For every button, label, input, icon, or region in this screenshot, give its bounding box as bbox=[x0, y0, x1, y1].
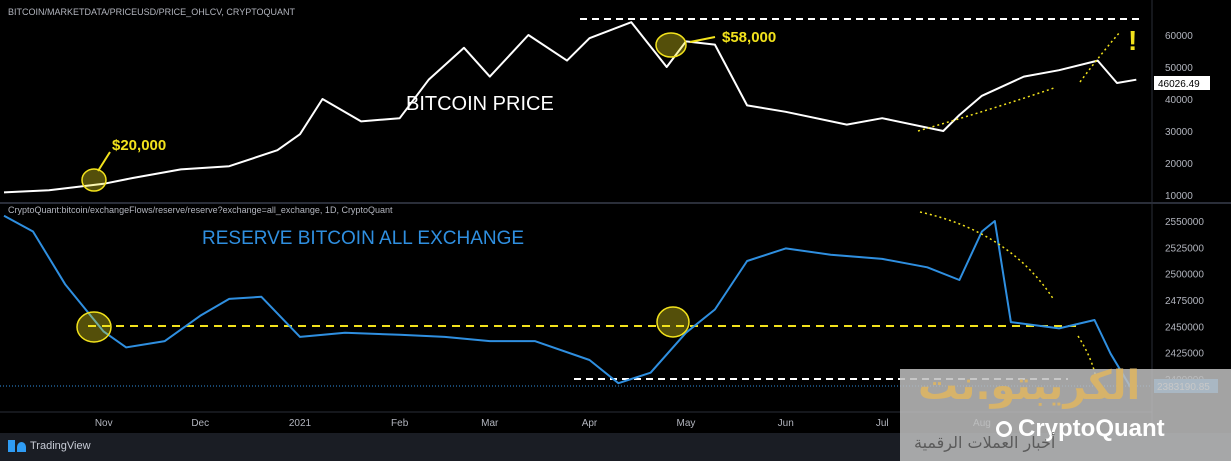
x-axis-tick-label: May bbox=[677, 418, 696, 429]
tradingview-label: TradingView bbox=[30, 440, 91, 452]
trend-arrow-up-projection bbox=[1079, 31, 1121, 83]
reserve-axis-tick-label: 2475000 bbox=[1165, 296, 1204, 307]
reserve-legend: CryptoQuant:bitcoin/exchangeFlows/reserv… bbox=[8, 205, 393, 215]
highlight-reserve-nov bbox=[76, 311, 112, 343]
reserve-panel-title: RESERVE BITCOIN ALL EXCHANGE bbox=[202, 228, 524, 249]
price-axis-tick-label: 60000 bbox=[1165, 31, 1193, 42]
reserve-line bbox=[3, 214, 1138, 398]
highlight-reserve-may bbox=[656, 306, 690, 338]
watermark-arabic-subtitle: أخبار العملات الرقمية bbox=[914, 433, 1056, 452]
x-axis-tick-label: Jun bbox=[778, 418, 794, 429]
trend-arrow-up bbox=[917, 87, 1055, 132]
x-axis-tick-label: Feb bbox=[391, 418, 409, 429]
reserve-axis-tick-label: 2550000 bbox=[1165, 217, 1204, 228]
annotation-58k: $58,000 bbox=[722, 29, 776, 46]
x-axis-tick-label: Dec bbox=[191, 418, 209, 429]
x-axis-tick-label: Apr bbox=[582, 418, 598, 429]
tradingview-icon bbox=[8, 440, 26, 452]
arrow-20k bbox=[97, 151, 111, 172]
price-axis-tick-label: 30000 bbox=[1165, 127, 1193, 138]
reserve-axis-tick-label: 2450000 bbox=[1165, 322, 1204, 333]
reserve-axis-tick-label: 2500000 bbox=[1165, 270, 1204, 281]
arrow-58k bbox=[689, 36, 716, 43]
tradingview-logo[interactable]: TradingView bbox=[8, 440, 91, 452]
watermark-arabic-brand: الكريبتو.نت bbox=[918, 363, 1141, 409]
watermark-cryptoquant: CryptoQuant bbox=[1018, 415, 1165, 442]
annotation-20k: $20,000 bbox=[112, 137, 166, 154]
price-last-value: 46026.49 bbox=[1158, 79, 1200, 90]
annotation-exclamation: ! bbox=[1128, 25, 1137, 56]
x-axis-tick-label: 2021 bbox=[289, 418, 312, 429]
reserve-axis-tick-label: 2525000 bbox=[1165, 243, 1204, 254]
cryptoquant-icon bbox=[996, 421, 1012, 437]
price-last-value-tag bbox=[1154, 76, 1210, 90]
price-axis-tick-label: 20000 bbox=[1165, 159, 1193, 170]
price-axis-tick-label: 10000 bbox=[1165, 191, 1193, 202]
x-axis-tick-label: Mar bbox=[481, 418, 499, 429]
price-legend: BITCOIN/MARKETDATA/PRICEUSD/PRICE_OHLCV,… bbox=[8, 7, 296, 17]
trend-arrow-down bbox=[919, 211, 1055, 301]
price-line bbox=[3, 21, 1137, 194]
price-panel-title: BITCOIN PRICE bbox=[406, 93, 554, 115]
x-axis-tick-label: Nov bbox=[95, 418, 113, 429]
x-axis-tick-label: Jul bbox=[876, 418, 889, 429]
highlight-58k bbox=[655, 32, 687, 58]
highlight-20k bbox=[81, 168, 107, 192]
price-axis-tick-label: 50000 bbox=[1165, 63, 1193, 74]
watermark: الكريبتو.نت CryptoQuant أخبار العملات ال… bbox=[900, 363, 1231, 461]
reserve-axis-tick-label: 2425000 bbox=[1165, 349, 1204, 360]
price-axis-tick-label: 40000 bbox=[1165, 95, 1193, 106]
